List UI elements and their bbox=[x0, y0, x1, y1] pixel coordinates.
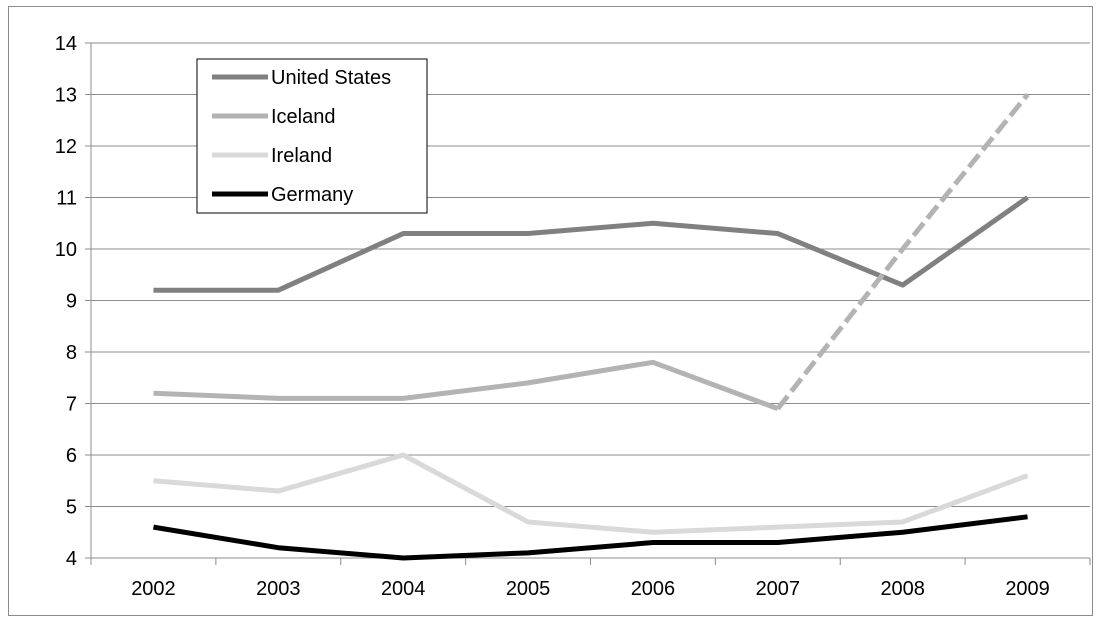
x-tick-label: 2007 bbox=[756, 578, 801, 600]
series-iceland bbox=[153, 92, 1030, 411]
y-tick-label: 13 bbox=[55, 85, 77, 107]
chart-frame bbox=[8, 6, 1093, 616]
legend: United States Iceland Ireland Germany bbox=[196, 58, 428, 214]
legend-label: United States bbox=[271, 67, 391, 89]
x-tick-label: 2004 bbox=[381, 578, 426, 600]
y-tick-label: 6 bbox=[66, 445, 77, 467]
legend-label: Iceland bbox=[271, 106, 336, 128]
x-tick-label: 2008 bbox=[880, 578, 925, 600]
series-line bbox=[153, 452, 1029, 535]
x-tick-label: 2005 bbox=[506, 578, 551, 600]
y-tick-label: 4 bbox=[66, 548, 77, 570]
series-line bbox=[153, 514, 1028, 561]
legend-label: Ireland bbox=[271, 145, 332, 167]
x-tick-label: 2003 bbox=[256, 578, 301, 600]
y-tick-label: 12 bbox=[55, 136, 77, 158]
legend-label: Germany bbox=[271, 184, 353, 206]
legend-item-iceland: Iceland bbox=[212, 106, 336, 128]
legend-item-united-states: United States bbox=[212, 67, 391, 89]
y-tick-label: 8 bbox=[66, 342, 77, 364]
x-tick-label: 2009 bbox=[1005, 578, 1050, 600]
legend-box bbox=[196, 58, 428, 214]
axes: 4 5 6 7 8 9 10 11 12 13 14 2002 2003 2004 2005 2006 2007… bbox=[55, 33, 1091, 600]
y-tick-label: 7 bbox=[66, 394, 77, 416]
legend-item-germany: Germany bbox=[212, 184, 353, 206]
y-tick-label: 11 bbox=[56, 188, 77, 210]
y-tick-label: 14 bbox=[55, 33, 77, 55]
x-tick-label: 2006 bbox=[631, 578, 676, 600]
y-tick-label: 10 bbox=[55, 239, 77, 261]
series-line bbox=[153, 359, 779, 411]
series-germany bbox=[153, 514, 1028, 561]
series-lines bbox=[153, 92, 1030, 561]
legend-item-ireland: Ireland bbox=[212, 145, 332, 167]
y-tick-label: 9 bbox=[66, 291, 77, 313]
series-ireland bbox=[153, 452, 1029, 535]
x-tick-label: 2002 bbox=[131, 578, 176, 600]
y-tick-label: 5 bbox=[66, 497, 77, 519]
